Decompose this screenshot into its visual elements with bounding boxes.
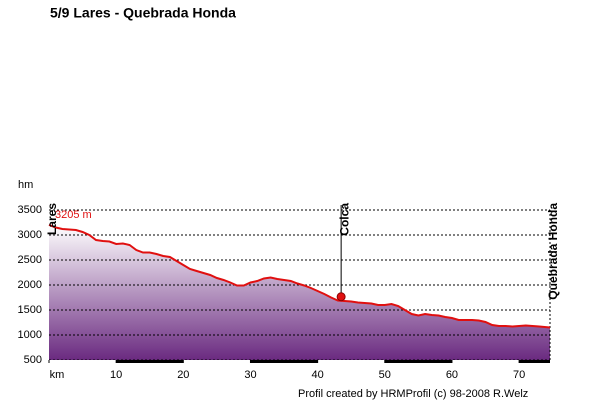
waypoint-label: Lares (45, 203, 59, 235)
x-tick-label: km (50, 369, 65, 381)
x-tick-label: 50 (379, 369, 391, 381)
elevation-annotation: 3205 m (55, 209, 92, 221)
y-tick-label: 2000 (18, 279, 42, 291)
waypoint-icon (336, 292, 346, 302)
x-tick-label: 40 (312, 369, 324, 381)
x-tick-label: 30 (244, 369, 256, 381)
x-axis-segment (384, 360, 452, 363)
y-tick-label: 1000 (18, 329, 42, 341)
waypoint-label: Quebrada Honda (546, 203, 560, 300)
x-axis-segment (519, 360, 550, 363)
x-axis-segment (250, 360, 318, 363)
y-tick-label: 1500 (18, 304, 42, 316)
profile-line (48, 223, 551, 329)
y-tick-label: 2500 (18, 254, 42, 266)
chart-title: 5/9 Lares - Quebrada Honda (50, 5, 236, 21)
footer: Profil created by HRMProfil (c) 98-2008 … (298, 388, 528, 400)
x-axis-segment (116, 360, 184, 363)
y-tick-label: 3000 (18, 229, 42, 241)
waypoint-label: Colca (337, 203, 351, 236)
profile-area (49, 224, 550, 360)
y-tick-label: 500 (24, 354, 42, 366)
x-tick-label: 20 (177, 369, 189, 381)
x-tick-label: 60 (446, 369, 458, 381)
y-axis-label: hm (18, 179, 33, 191)
x-tick-label: 70 (513, 369, 525, 381)
y-tick-label: 3500 (18, 204, 42, 216)
x-tick-label: 10 (110, 369, 122, 381)
